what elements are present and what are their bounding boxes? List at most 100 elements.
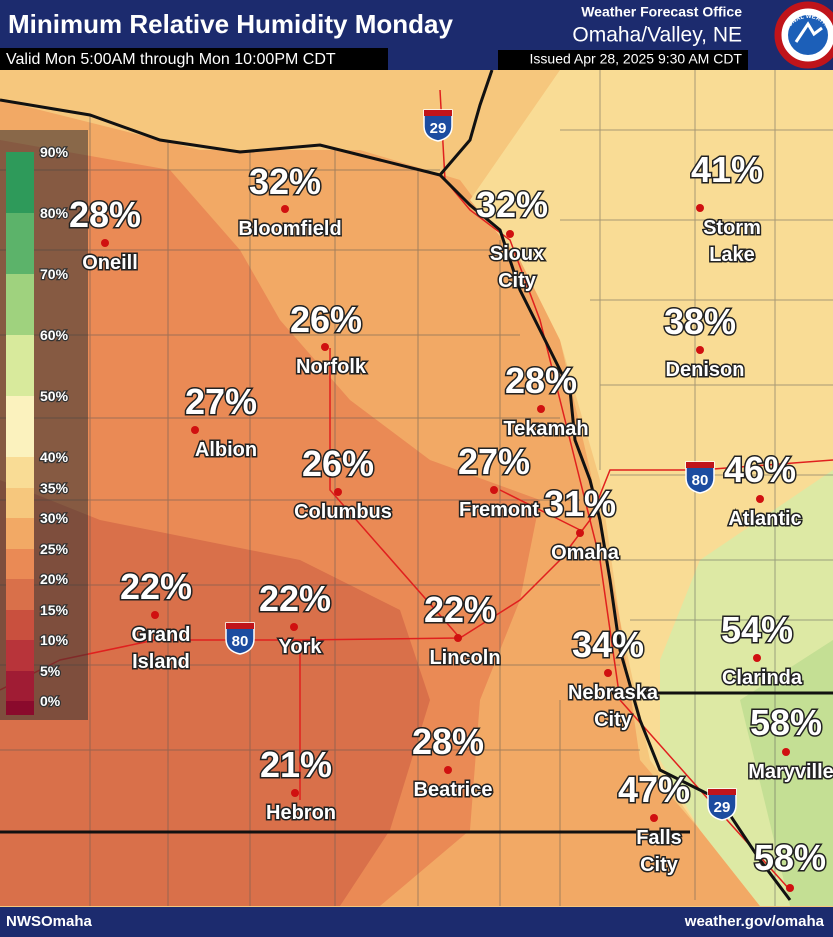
legend-label: 60% <box>40 327 69 343</box>
state-borders <box>0 69 833 901</box>
legend-swatch <box>6 518 34 549</box>
city-dot <box>782 748 790 756</box>
city-name: Grand <box>132 624 191 646</box>
legend-label: 70% <box>40 266 69 282</box>
city-name: Tekamah <box>503 418 588 440</box>
humidity-value: 32% <box>476 184 548 225</box>
city-name: Bloomfield <box>238 218 341 240</box>
humidity-value: 22% <box>424 589 496 630</box>
city-dot <box>756 495 764 503</box>
city-dot <box>753 654 761 662</box>
footer-bar <box>0 907 833 937</box>
legend-label: 90% <box>40 144 69 160</box>
legend-label: 10% <box>40 632 69 648</box>
legend-swatch <box>6 488 34 518</box>
city-name: Denison <box>666 359 745 381</box>
city-name: Falls <box>636 827 682 849</box>
legend-swatch <box>6 274 34 335</box>
legend-swatch <box>6 335 34 396</box>
humidity-value: 26% <box>290 299 362 340</box>
legend-swatch <box>6 213 34 274</box>
humidity-value: 27% <box>458 441 530 482</box>
city-name: York <box>279 636 323 658</box>
highways: 29 80 80 29 <box>225 109 737 821</box>
highway-label: 80 <box>692 472 709 489</box>
city-name: City <box>640 854 679 876</box>
city-name: Nebraska <box>568 682 659 704</box>
city-name: Island <box>132 651 190 673</box>
humidity-value: 22% <box>259 578 331 619</box>
office: Weather Forecast Office <box>581 4 742 20</box>
subtitle-box <box>0 48 388 70</box>
city-dot <box>291 789 299 797</box>
city-dot <box>191 426 199 434</box>
city-name: Fremont <box>459 499 539 521</box>
humidity-value: 58% <box>754 837 826 878</box>
subtitle: Valid Mon 5:00AM through Mon 10:00PM CDT <box>6 51 336 68</box>
legend-label: 0% <box>40 693 61 709</box>
humidity-value: 41% <box>691 149 763 190</box>
highway-shield-top <box>424 110 452 116</box>
city-dot <box>696 346 704 354</box>
humidity-value: 22% <box>120 566 192 607</box>
legend-label: 80% <box>40 205 69 221</box>
humidity-value: 34% <box>572 624 644 665</box>
city-dot <box>321 343 329 351</box>
issued-box <box>498 50 748 70</box>
legend-label: 35% <box>40 480 69 496</box>
city-dot <box>506 230 514 238</box>
highway-shield <box>707 788 737 821</box>
city-name: Hebron <box>266 802 336 824</box>
city-dot <box>454 634 462 642</box>
zone-green <box>740 640 833 906</box>
city-name: Beatrice <box>414 779 493 801</box>
humidity-value: 46% <box>724 449 796 490</box>
city-dot <box>101 239 109 247</box>
humidity-value: 58% <box>750 702 822 743</box>
city-dot <box>444 766 452 774</box>
highway-shield <box>685 461 715 494</box>
county-lines <box>0 70 833 906</box>
legend-label: 40% <box>40 449 69 465</box>
legend-swatch <box>6 701 34 715</box>
city-name: Columbus <box>294 501 392 523</box>
highway-label: 29 <box>430 120 447 137</box>
issued: Issued Apr 28, 2025 9:30 AM CDT <box>530 51 743 67</box>
city-name: Albion <box>195 439 257 461</box>
highway-label: 29 <box>714 799 731 816</box>
footer-right: weather.gov/omaha <box>684 913 825 930</box>
legend-label: 50% <box>40 388 69 404</box>
legend-swatch <box>6 610 34 640</box>
humidity-value: 32% <box>249 161 321 202</box>
legend-swatch <box>6 671 34 701</box>
city-name: Lake <box>709 244 755 266</box>
legend-swatch <box>6 549 34 579</box>
cities: 32% Bloomfield 28% Oneill 32% Sioux City 41% Sto… <box>67 148 833 892</box>
legend-label: 30% <box>40 510 69 526</box>
highway-shield-top <box>708 789 736 795</box>
city-name: Lincoln <box>429 647 500 669</box>
city-dot <box>334 488 342 496</box>
humidity-value: 26% <box>302 443 374 484</box>
legend-swatch <box>6 396 34 457</box>
humidity-value: 28% <box>69 194 141 235</box>
city-name: Norfolk <box>296 356 367 378</box>
legend-swatch <box>6 640 34 671</box>
city-dot <box>576 529 584 537</box>
city-name: Clarinda <box>722 667 803 689</box>
humidity-value: 27% <box>185 381 257 422</box>
legend-swatch <box>6 457 34 488</box>
title: Minimum Relative Humidity Monday <box>8 9 453 39</box>
humidity-value: 54% <box>721 609 793 650</box>
city-name: Maryville <box>748 761 833 783</box>
legend-label: 20% <box>40 571 69 587</box>
city-dot <box>490 486 498 494</box>
city-dot <box>604 669 612 677</box>
zone-red-orange <box>0 480 430 906</box>
highway-shield-top <box>226 623 254 629</box>
city-name: Sioux <box>490 243 544 265</box>
city-dot <box>696 204 704 212</box>
legend-swatch <box>6 152 34 213</box>
legend-label: 15% <box>40 602 69 618</box>
humidity-value: 21% <box>260 744 332 785</box>
